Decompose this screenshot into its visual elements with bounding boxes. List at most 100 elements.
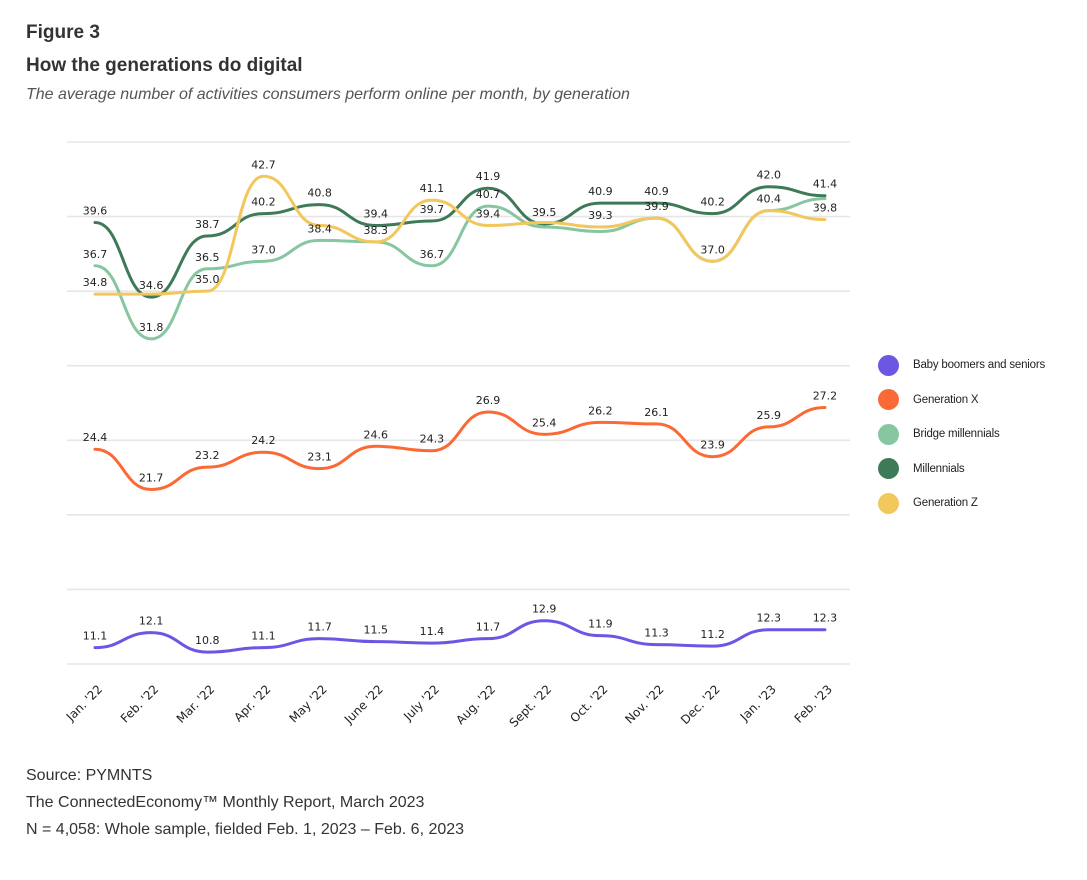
figure-number: Figure 3 — [26, 22, 100, 43]
data-label-baby-boomers-and-seniors: 11.2 — [700, 628, 725, 641]
x-tick-label: June '22 — [341, 682, 386, 727]
series-line-baby-boomers-and-seniors — [93, 619, 827, 654]
data-label-baby-boomers-and-seniors: 10.8 — [195, 634, 220, 647]
data-label-baby-boomers-and-seniors: 11.7 — [476, 621, 501, 634]
data-label-generation-x: 24.3 — [420, 433, 445, 446]
data-label-millennials: 34.6 — [139, 279, 164, 292]
x-tick-label: July '22 — [400, 682, 442, 724]
data-label-bridge-millennials: 36.7 — [83, 248, 108, 261]
data-label-generation-z: 42.7 — [251, 158, 276, 171]
data-label-bridge-millennials: 37.0 — [700, 243, 725, 256]
footer-notes: Source: PYMNTS The ConnectedEconomy™ Mon… — [26, 762, 464, 843]
data-label-generation-z: 39.3 — [588, 209, 613, 222]
data-label-generation-x: 23.9 — [700, 439, 725, 452]
data-label-baby-boomers-and-seniors: 11.7 — [307, 621, 332, 634]
data-label-bridge-millennials: 31.8 — [139, 321, 164, 334]
data-label-baby-boomers-and-seniors: 11.5 — [364, 624, 389, 637]
data-label-bridge-millennials: 37.0 — [251, 243, 276, 256]
legend-item-generation-x: Generation X — [878, 383, 1045, 418]
report-note: The ConnectedEconomy™ Monthly Report, Ma… — [26, 794, 425, 811]
x-tick-label: Feb. '23 — [792, 682, 835, 725]
data-label-generation-z: 34.8 — [83, 276, 108, 289]
data-label-generation-x: 24.2 — [251, 434, 276, 447]
series-line-generation-z — [93, 174, 827, 296]
data-label-millennials: 42.0 — [757, 169, 782, 182]
legend-swatch-icon — [878, 423, 899, 445]
x-tick-label: May '22 — [286, 682, 329, 725]
legend-swatch-icon — [878, 354, 899, 376]
data-label-bridge-millennials: 38.4 — [307, 222, 332, 235]
data-label-generation-x: 23.2 — [195, 449, 220, 462]
data-label-bridge-millennials: 40.7 — [476, 188, 501, 201]
data-labels: 36.7 31.8 36.5 37.0 38.4 36.7 40.7 39.9 37.0 40.4… — [83, 158, 837, 647]
legend-label: Millennials — [913, 462, 965, 475]
data-label-generation-x: 26.2 — [588, 404, 613, 417]
x-tick-label: Aug. '22 — [453, 682, 498, 727]
data-label-bridge-millennials: 36.7 — [420, 248, 445, 261]
data-label-baby-boomers-and-seniors: 12.1 — [139, 615, 164, 628]
legend-swatch-icon — [878, 389, 899, 411]
data-label-millennials: 39.5 — [532, 206, 557, 219]
data-label-generation-x: 23.1 — [307, 451, 332, 464]
legend-label: Bridge millennials — [913, 428, 1000, 441]
data-label-generation-z: 35.0 — [195, 273, 220, 286]
data-label-generation-x: 24.6 — [364, 428, 389, 441]
x-axis-ticks: Jan. '22 Feb. '22 Mar. '22 Apr. '22 May '22 J… — [63, 682, 835, 730]
x-tick-label: Dec. '22 — [678, 682, 723, 727]
data-label-baby-boomers-and-seniors: 11.1 — [251, 630, 276, 643]
legend-label: Generation Z — [913, 497, 978, 510]
data-label-millennials: 40.8 — [307, 187, 332, 200]
x-tick-label: Jan. '23 — [737, 682, 779, 724]
chart-title: How the generations do digital — [26, 55, 303, 76]
data-label-generation-z: 39.8 — [813, 202, 838, 215]
data-label-generation-x: 25.4 — [532, 416, 557, 429]
data-label-bridge-millennials: 39.9 — [644, 200, 669, 213]
data-label-millennials: 40.2 — [251, 196, 276, 209]
data-label-baby-boomers-and-seniors: 12.9 — [532, 603, 557, 616]
data-label-millennials: 40.2 — [700, 196, 725, 209]
data-label-millennials: 39.4 — [364, 208, 389, 221]
data-label-bridge-millennials: 40.4 — [757, 193, 782, 206]
data-label-generation-x: 26.9 — [476, 394, 501, 407]
legend-item-millennials: Millennials — [878, 452, 1045, 487]
gridlines — [67, 141, 850, 665]
data-label-generation-z: 41.1 — [420, 182, 445, 195]
data-label-baby-boomers-and-seniors: 12.3 — [813, 612, 838, 625]
x-tick-label: Nov. '22 — [622, 682, 666, 726]
x-tick-label: Mar. '22 — [174, 682, 218, 726]
data-label-millennials: 39.7 — [420, 203, 445, 216]
data-label-generation-x: 25.9 — [757, 409, 782, 422]
data-label-millennials: 40.9 — [644, 185, 669, 198]
x-tick-label: Oct. '22 — [567, 682, 610, 725]
x-tick-label: Feb. '22 — [118, 682, 161, 725]
data-label-generation-x: 24.4 — [83, 431, 108, 444]
data-label-millennials: 39.6 — [83, 205, 108, 218]
data-label-baby-boomers-and-seniors: 11.4 — [420, 625, 445, 638]
source-note: Source: PYMNTS — [26, 767, 153, 784]
data-label-bridge-millennials: 36.5 — [195, 251, 220, 264]
legend: Baby boomers and seniors Generation X Br… — [878, 348, 1045, 521]
legend-item-baby-boomers: Baby boomers and seniors — [878, 348, 1045, 383]
data-label-generation-z: 38.3 — [364, 224, 389, 237]
x-tick-label: Sept. '22 — [507, 682, 555, 730]
legend-swatch-icon — [878, 458, 899, 480]
chart-subtitle: The average number of activities consume… — [26, 86, 630, 103]
data-label-generation-z: 39.4 — [476, 208, 501, 221]
data-label-baby-boomers-and-seniors: 11.1 — [83, 630, 108, 643]
x-tick-label: Apr. '22 — [231, 682, 273, 724]
legend-item-bridge-millennials: Bridge millennials — [878, 417, 1045, 452]
series-line-millennials — [93, 185, 827, 299]
data-label-millennials: 38.7 — [195, 218, 220, 231]
data-label-generation-x: 26.1 — [644, 406, 669, 419]
data-label-baby-boomers-and-seniors: 11.9 — [588, 618, 613, 631]
legend-swatch-icon — [878, 492, 899, 514]
data-label-millennials: 41.4 — [813, 178, 838, 191]
data-label-generation-x: 27.2 — [813, 389, 838, 402]
data-label-millennials: 40.9 — [588, 185, 613, 198]
legend-label: Baby boomers and seniors — [913, 359, 1045, 372]
series-lines — [93, 174, 827, 654]
series-line-generation-x — [93, 405, 827, 492]
data-label-baby-boomers-and-seniors: 11.3 — [644, 627, 669, 640]
x-tick-label: Jan. '22 — [63, 682, 105, 724]
